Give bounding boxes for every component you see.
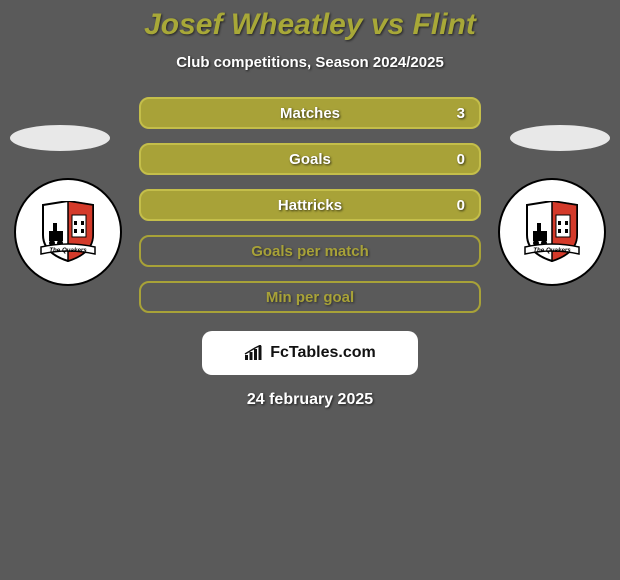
watermark-badge: FcTables.com <box>202 331 418 375</box>
stat-value: 0 <box>457 197 465 214</box>
svg-text:The Quakers: The Quakers <box>533 247 571 254</box>
stat-bar-goals: Goals 0 <box>139 143 481 175</box>
stat-label: Goals <box>289 151 331 168</box>
shield-icon: The Quakers <box>523 201 581 263</box>
subtitle: Club competitions, Season 2024/2025 <box>0 54 620 71</box>
crest-right: The Quakers <box>498 178 606 286</box>
stat-value: 0 <box>457 151 465 168</box>
date-text: 24 february 2025 <box>0 391 620 409</box>
stat-bar-matches: Matches 3 <box>139 97 481 129</box>
ellipse-right <box>510 125 610 151</box>
watermark-text: FcTables.com <box>270 344 376 362</box>
svg-text:The Quakers: The Quakers <box>49 247 87 254</box>
crest-left: The Quakers <box>14 178 122 286</box>
stat-bar-min-per-goal: Min per goal <box>139 281 481 313</box>
stat-label: Min per goal <box>266 289 354 306</box>
ellipse-left <box>10 125 110 151</box>
stat-bars: Matches 3 Goals 0 Hattricks 0 Goals per … <box>139 97 481 313</box>
stat-label: Matches <box>280 105 340 122</box>
page-title: Josef Wheatley vs Flint <box>0 0 620 42</box>
stat-label: Goals per match <box>251 243 369 260</box>
stat-value: 3 <box>457 105 465 122</box>
shield-icon: The Quakers <box>39 201 97 263</box>
chart-icon <box>244 345 264 361</box>
stat-bar-goals-per-match: Goals per match <box>139 235 481 267</box>
stat-bar-hattricks: Hattricks 0 <box>139 189 481 221</box>
stat-label: Hattricks <box>278 197 342 214</box>
